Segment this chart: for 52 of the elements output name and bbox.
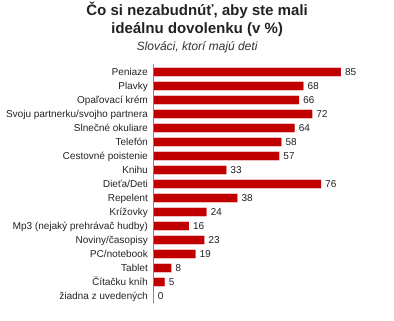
data-label: 19 xyxy=(200,248,212,260)
bar xyxy=(154,222,189,230)
y-tick-label: Noviny/časopisy xyxy=(75,234,148,246)
data-label: 5 xyxy=(168,276,175,288)
data-label: 38 xyxy=(241,192,254,204)
data-label: 16 xyxy=(192,220,205,232)
chart-subtitle: Slováci, ktorí majú deti xyxy=(136,39,259,53)
data-label: 58 xyxy=(285,136,298,148)
y-tick-label: Plavky xyxy=(118,80,148,92)
y-tick-label: Cestovné poistenie xyxy=(62,150,148,162)
bar xyxy=(154,236,204,244)
y-tick-label: žiadna z uvedených xyxy=(59,290,148,302)
y-tick-label: Peniaze xyxy=(112,66,148,78)
y-tick-label: Krížovky xyxy=(109,206,148,218)
data-label: 57 xyxy=(283,150,295,162)
y-tick-label: Slnečné okuliare xyxy=(74,122,148,134)
data-label: 66 xyxy=(303,94,315,106)
chart-title: Čo si nezabudnúť, aby ste mali ideálnu dovolenku (v %) xyxy=(85,2,309,38)
bar xyxy=(154,110,312,118)
bar xyxy=(154,250,196,258)
y-tick-label: Svoju partnerku/svojho partnera xyxy=(6,108,148,120)
bar xyxy=(154,264,172,272)
data-label: 8 xyxy=(175,262,182,274)
y-tick-label: Opaľovací krém xyxy=(77,94,148,106)
bar xyxy=(154,166,226,174)
data-label: 68 xyxy=(308,80,320,92)
data-label: 64 xyxy=(298,122,310,134)
bar xyxy=(154,124,295,132)
data-label: 33 xyxy=(230,164,242,176)
y-tick-label: Mp3 (nejaký prehrávač hudby) xyxy=(12,220,148,232)
y-tick-label: Tablet xyxy=(121,262,148,274)
data-label: 85 xyxy=(344,66,357,78)
y-tick-label: Repelent xyxy=(108,192,148,204)
bar xyxy=(154,194,238,202)
bar xyxy=(154,82,304,90)
data-label: 76 xyxy=(325,178,337,190)
y-tick-label: Knihu xyxy=(122,164,148,176)
data-label: 23 xyxy=(208,234,220,246)
data-label: 0 xyxy=(158,290,164,302)
bar xyxy=(154,68,341,76)
data-label: 24 xyxy=(210,206,222,218)
bar xyxy=(154,96,300,104)
bar xyxy=(154,208,207,216)
y-tick-label: PC/notebook xyxy=(90,248,149,260)
bar xyxy=(154,138,282,146)
y-tick-label: Telefón xyxy=(116,136,148,148)
data-label: 72 xyxy=(316,108,328,120)
bar xyxy=(154,180,322,188)
bar xyxy=(154,152,280,160)
y-tick-label: Čítačku kníh xyxy=(92,276,148,288)
bar xyxy=(154,278,165,286)
y-tick-label: Dieťa/Deti xyxy=(102,178,148,190)
